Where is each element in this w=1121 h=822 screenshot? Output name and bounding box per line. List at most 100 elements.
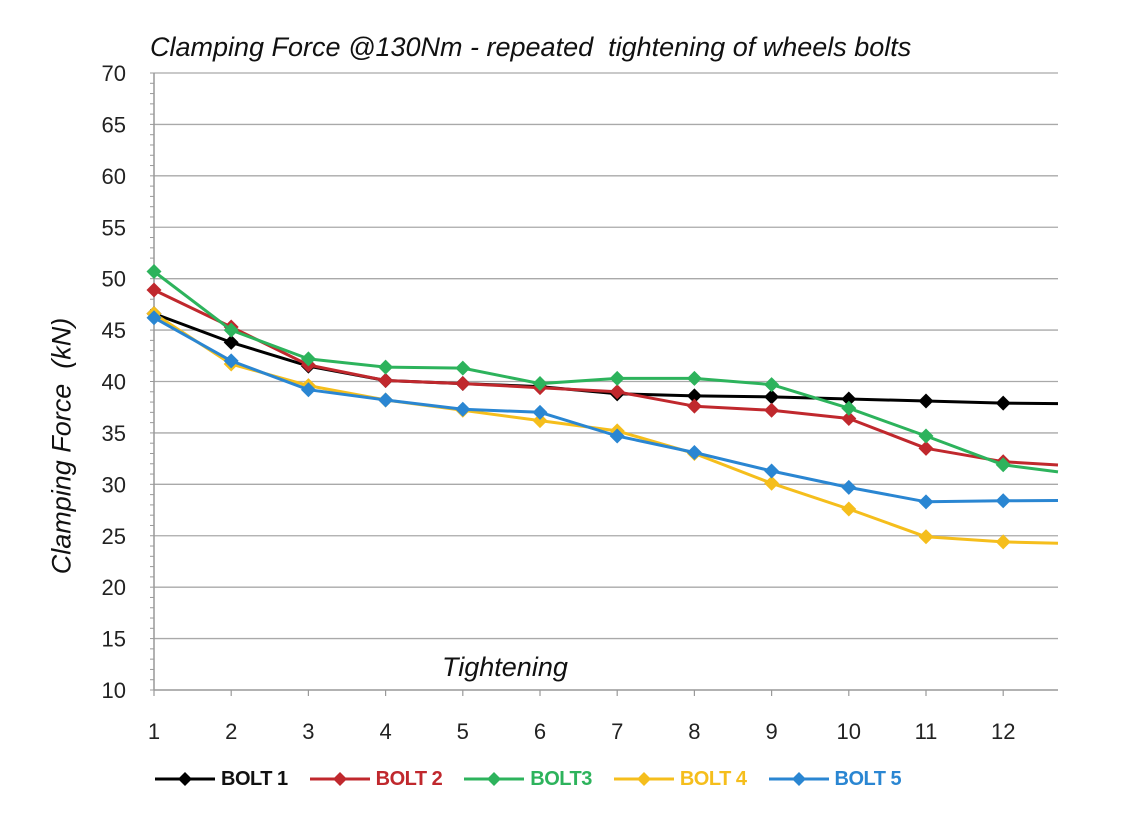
data-point [609, 428, 625, 444]
data-point [841, 479, 857, 495]
data-point [841, 400, 857, 416]
data-point [841, 501, 857, 517]
data-point [455, 401, 471, 417]
y-axis-label: Clamping Force (kN) [46, 317, 77, 575]
x-tick-label: 6 [534, 719, 546, 744]
legend-marker [791, 772, 806, 786]
x-tick-label: 4 [379, 719, 391, 744]
data-point [764, 377, 780, 393]
legend-swatch-bolt-2 [309, 772, 370, 786]
data-point [300, 351, 316, 367]
legend-label-bolt-5: BOLT 5 [834, 767, 902, 790]
data-point [455, 360, 471, 376]
series-line-5 [153, 316, 1059, 504]
data-point [841, 391, 857, 407]
x-tick-label: 10 [837, 719, 861, 744]
chart-title: Clamping Force @130Nm - repeated tighten… [150, 32, 912, 62]
data-point [455, 376, 471, 392]
y-tick-label: 65 [102, 112, 126, 137]
data-point [995, 395, 1011, 411]
legend-swatch-bolt-3 [464, 772, 525, 786]
data-point [378, 392, 394, 408]
data-point [532, 413, 548, 429]
data-point [995, 534, 1011, 550]
series-4 [146, 306, 1059, 550]
y-tick-label: 10 [102, 678, 126, 703]
x-tick-label: 9 [765, 719, 777, 744]
data-point [686, 388, 702, 404]
data-point [223, 353, 239, 369]
legend-item-bolt-5: BOLT 5 [768, 767, 902, 791]
data-point [223, 334, 239, 350]
data-point [686, 370, 702, 386]
y-tick-label: 25 [102, 524, 126, 549]
legend-marker [636, 772, 651, 786]
legend-swatch-bolt-4 [613, 772, 674, 786]
y-tick-label: 70 [102, 61, 126, 86]
data-point [378, 359, 394, 375]
x-axis-label: Tightening [442, 652, 568, 682]
x-tick-label: 2 [225, 719, 237, 744]
data-point [918, 393, 934, 409]
legend-label-bolt-3: BOLT3 [530, 767, 592, 790]
x-tick-label: 12 [991, 719, 1015, 744]
data-point [995, 493, 1011, 509]
y-tick-label: 20 [102, 575, 126, 600]
x-tick-label: 5 [457, 719, 469, 744]
data-point [918, 494, 934, 510]
series-1 [146, 306, 1059, 411]
legend-item-bolt-3: BOLT3 [464, 768, 592, 791]
series-line-3 [153, 270, 1059, 474]
legend-marker [487, 772, 502, 786]
y-tick-label: 15 [102, 627, 126, 652]
series-3 [146, 263, 1059, 474]
data-point [300, 382, 316, 398]
data-point [223, 322, 239, 338]
x-tick-label: 1 [148, 719, 160, 744]
x-tick-label: 7 [611, 719, 623, 744]
y-tick-label: 50 [102, 267, 126, 292]
y-tick-label: 60 [102, 164, 126, 189]
y-minor-ticks [150, 72, 154, 691]
legend-marker [332, 772, 347, 786]
y-tick-label: 40 [102, 370, 126, 395]
data-point [764, 389, 780, 405]
data-point [146, 282, 162, 298]
data-point [686, 398, 702, 414]
data-point [532, 376, 548, 392]
data-point [918, 428, 934, 444]
y-tick-label: 30 [102, 472, 126, 497]
legend-label-bolt-2: BOLT 2 [375, 767, 443, 790]
legend-swatch-bolt-1 [155, 772, 215, 786]
data-point [532, 404, 548, 420]
data-point [146, 310, 162, 326]
data-point [686, 444, 702, 460]
data-point [146, 263, 162, 279]
data-point [995, 457, 1011, 473]
data-point [609, 370, 625, 386]
y-tick-label: 55 [102, 215, 126, 240]
legend: BOLT 1 BOLT 2 BOLT3 BOLT 4 BOLT 5 [155, 762, 923, 796]
data-point [918, 529, 934, 545]
data-point [764, 463, 780, 479]
legend-label-bolt-4: BOLT 4 [679, 767, 747, 790]
x-tick-label: 8 [688, 719, 700, 744]
series-2 [146, 282, 1059, 470]
data-point [918, 440, 934, 456]
data-point [764, 402, 780, 418]
legend-swatch-bolt-5 [768, 772, 829, 786]
data-point [378, 372, 394, 388]
series-line-4 [153, 312, 1059, 545]
legend-label-bolt-1: BOLT 1 [221, 767, 288, 790]
legend-item-bolt-1: BOLT 1 [155, 768, 288, 791]
series-5 [146, 310, 1059, 510]
y-tick-label: 35 [102, 421, 126, 446]
x-tick-label: 11 [915, 719, 938, 744]
data-point [841, 411, 857, 427]
y-tick-label: 45 [102, 318, 126, 343]
data-point [609, 384, 625, 400]
legend-item-bolt-4: BOLT 4 [613, 767, 747, 791]
legend-marker [178, 772, 192, 786]
data-point [764, 475, 780, 491]
